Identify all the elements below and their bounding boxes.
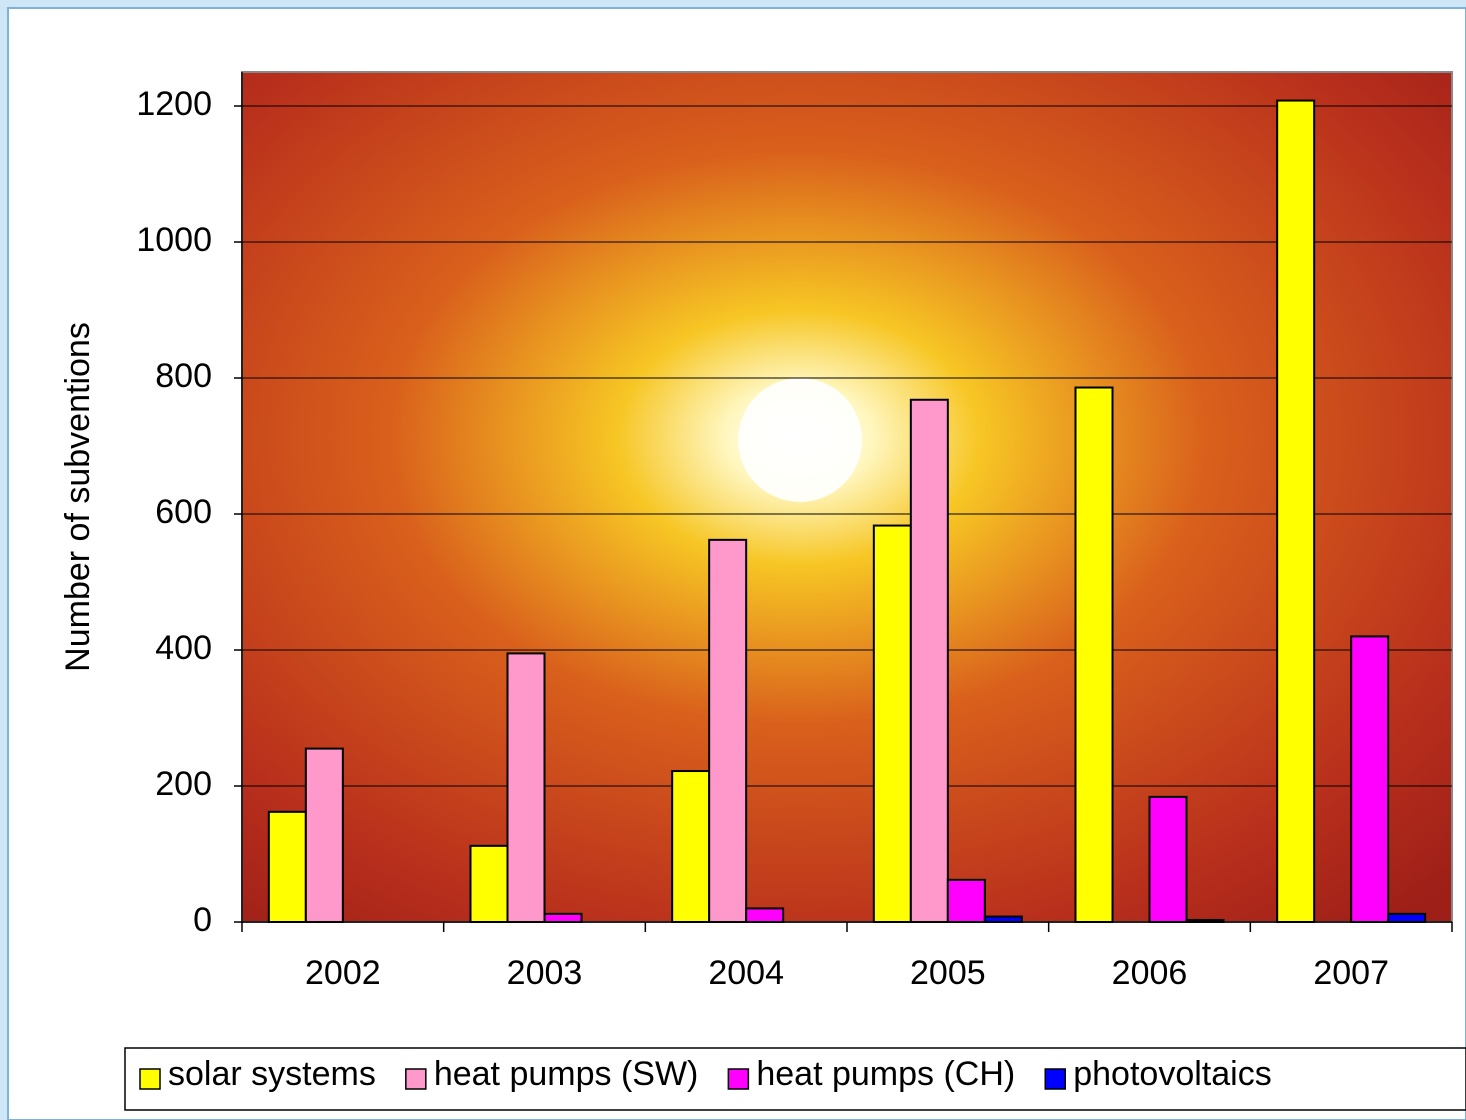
bar (1350, 635, 1390, 924)
y-tick-label: 1000 (136, 221, 212, 259)
legend-label: solar systems (168, 1055, 376, 1093)
bar (304, 747, 344, 923)
legend-label: heat pumps (SW) (434, 1055, 699, 1093)
y-tick-label: 1200 (136, 85, 212, 123)
x-tick-label: 2004 (708, 954, 784, 992)
bar (909, 398, 949, 923)
legend-marker (405, 1068, 427, 1090)
x-tick-label: 2007 (1313, 954, 1389, 992)
bar (745, 907, 785, 924)
x-tick-label: 2005 (910, 954, 986, 992)
y-tick-label: 0 (193, 901, 212, 939)
plot-area (241, 71, 1453, 923)
y-tick-label: 800 (155, 357, 212, 395)
legend-marker (727, 1068, 750, 1090)
bar (708, 538, 748, 924)
y-axis-label: Number of subventions (59, 322, 97, 672)
bar (1185, 918, 1225, 924)
bar (1276, 99, 1316, 923)
bar (1148, 795, 1188, 924)
bar (469, 844, 509, 924)
x-tick-label: 2003 (507, 954, 583, 992)
y-tick-label: 600 (155, 493, 212, 531)
bar (267, 810, 307, 924)
y-tick-label: 200 (155, 765, 212, 803)
bar (543, 912, 583, 924)
bar (983, 915, 1023, 923)
x-tick-label: 2002 (305, 954, 381, 992)
legend-label: photovoltaics (1073, 1055, 1271, 1093)
bar (506, 652, 546, 924)
x-tick-label: 2006 (1112, 954, 1188, 992)
bar (1074, 386, 1114, 923)
bar (946, 878, 986, 924)
legend-marker (139, 1068, 161, 1090)
bar (872, 524, 912, 923)
legend (124, 1047, 1466, 1111)
bar (671, 770, 711, 923)
y-tick-label: 400 (155, 629, 212, 667)
bar (1387, 912, 1427, 924)
legend-label: heat pumps (CH) (756, 1055, 1015, 1093)
legend-marker (1044, 1068, 1066, 1090)
sun-decoration (738, 378, 862, 502)
